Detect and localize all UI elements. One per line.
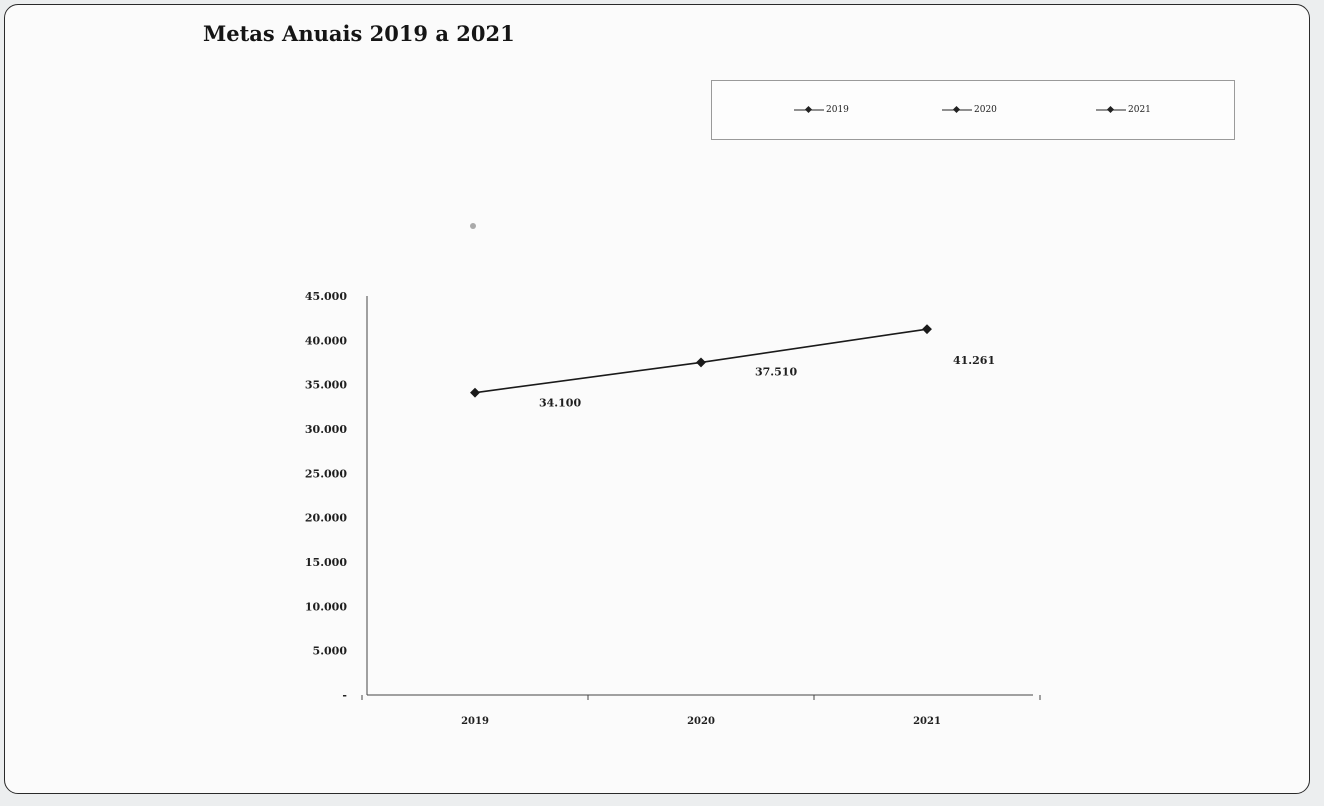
y-tick-label: 40.000 (305, 334, 347, 347)
x-tick-label: 2019 (461, 716, 489, 727)
x-tick-label: 2021 (913, 716, 941, 727)
chart-legend: 2019 2020 2021 (711, 80, 1235, 140)
y-tick-label: 10.000 (305, 600, 347, 613)
line-chart: 45.000 40.000 35.000 30.000 25.000 20.000 15.0… (305, 290, 1041, 727)
legend-marker-icon (794, 105, 824, 114)
legend-item-2021: 2021 (1096, 102, 1151, 118)
legend-label: 2019 (826, 105, 849, 115)
chart-frame: Metas Anuais 2019 a 2021 2019 2020 2021 … (4, 4, 1310, 794)
legend-marker-icon (942, 105, 972, 114)
y-tick-label: 25.000 (305, 467, 347, 480)
data-point (696, 357, 706, 368)
x-tick-label: 2020 (687, 716, 715, 727)
chart-title: Metas Anuais 2019 a 2021 (203, 21, 515, 46)
y-tick-label: 30.000 (305, 423, 347, 436)
data-label: 37.510 (755, 365, 797, 378)
legend-item-2020: 2020 (942, 102, 997, 118)
data-label: 41.261 (953, 354, 995, 367)
y-tick-label: 35.000 (305, 379, 347, 392)
stray-dot (470, 223, 476, 229)
y-tick-label: 15.000 (305, 556, 347, 569)
y-tick-label: 20.000 (305, 512, 347, 525)
legend-item-2019: 2019 (794, 102, 849, 118)
data-label: 34.100 (539, 397, 581, 410)
legend-marker-icon (1096, 105, 1126, 114)
data-point (922, 324, 932, 335)
data-point (470, 387, 480, 398)
legend-label: 2020 (974, 105, 997, 115)
y-tick-label: 45.000 (305, 290, 347, 303)
y-tick-label: - (342, 689, 347, 702)
y-tick-label: 5.000 (313, 645, 348, 658)
legend-label: 2021 (1128, 105, 1151, 115)
